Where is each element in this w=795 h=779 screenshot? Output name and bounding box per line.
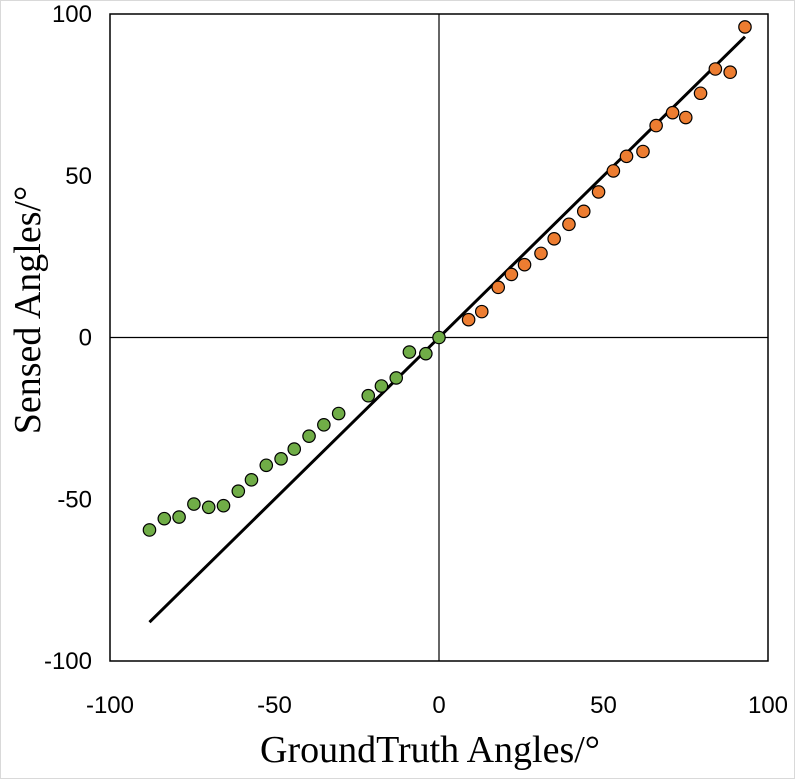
data-point-series-2 (461, 312, 476, 327)
data-point-series-2 (517, 257, 532, 272)
data-point-series-2 (723, 65, 737, 80)
data-point-series-2 (708, 62, 723, 76)
data-point-series-1 (274, 452, 288, 466)
x-tick-label: 50 (590, 692, 617, 719)
data-point-series-1 (142, 523, 157, 537)
data-point-series-1 (419, 346, 433, 361)
data-point-series-1 (187, 497, 201, 511)
data-point-series-2 (504, 267, 519, 282)
data-point-series-2 (738, 20, 752, 34)
data-point-series-1 (157, 511, 172, 526)
y-tick-label: 50 (65, 163, 92, 190)
x-tick-label: -100 (86, 692, 134, 719)
data-point-series-1 (361, 388, 376, 403)
data-point-series-2 (547, 232, 561, 246)
data-point-series-2 (636, 144, 650, 159)
data-point-series-2 (665, 105, 680, 120)
data-point-series-1 (402, 345, 417, 359)
data-point-series-1 (389, 371, 404, 385)
data-point-series-1 (201, 500, 216, 515)
data-point-series-1 (216, 498, 231, 513)
y-tick-label: -100 (44, 648, 92, 675)
data-point-series-2 (491, 280, 506, 295)
reference-line (148, 35, 747, 624)
x-tick-label: -50 (257, 692, 292, 719)
data-point-series-1 (331, 406, 346, 421)
data-point-series-1 (317, 418, 331, 432)
data-point-series-1 (172, 510, 186, 524)
data-point-series-1 (259, 458, 274, 473)
data-point-series-2 (576, 204, 591, 219)
data-point-series-2 (693, 86, 708, 101)
y-tick-label: -50 (57, 486, 92, 513)
y-axis-title: Sensed Angles/° (7, 186, 49, 434)
data-point-series-2 (678, 110, 693, 125)
data-point-series-1 (374, 379, 389, 393)
x-tick-label: 0 (432, 692, 445, 719)
data-point-series-1 (244, 473, 259, 487)
x-tick-label: 100 (748, 692, 788, 719)
x-axis-title: GroundTruth Angles/° (260, 729, 600, 771)
data-point-series-1 (302, 429, 316, 443)
data-point-series-1 (432, 330, 446, 345)
data-point-series-2 (534, 246, 548, 261)
data-point-series-1 (287, 442, 302, 456)
data-point-series-2 (619, 149, 634, 164)
y-tick-label: 0 (79, 325, 92, 352)
data-point-series-2 (649, 118, 663, 133)
data-point-series-2 (591, 185, 606, 199)
data-point-series-2 (606, 164, 621, 178)
data-point-series-2 (562, 217, 576, 232)
data-point-series-1 (231, 484, 246, 498)
y-tick-label: 100 (52, 1, 92, 28)
data-point-series-2 (474, 304, 489, 319)
